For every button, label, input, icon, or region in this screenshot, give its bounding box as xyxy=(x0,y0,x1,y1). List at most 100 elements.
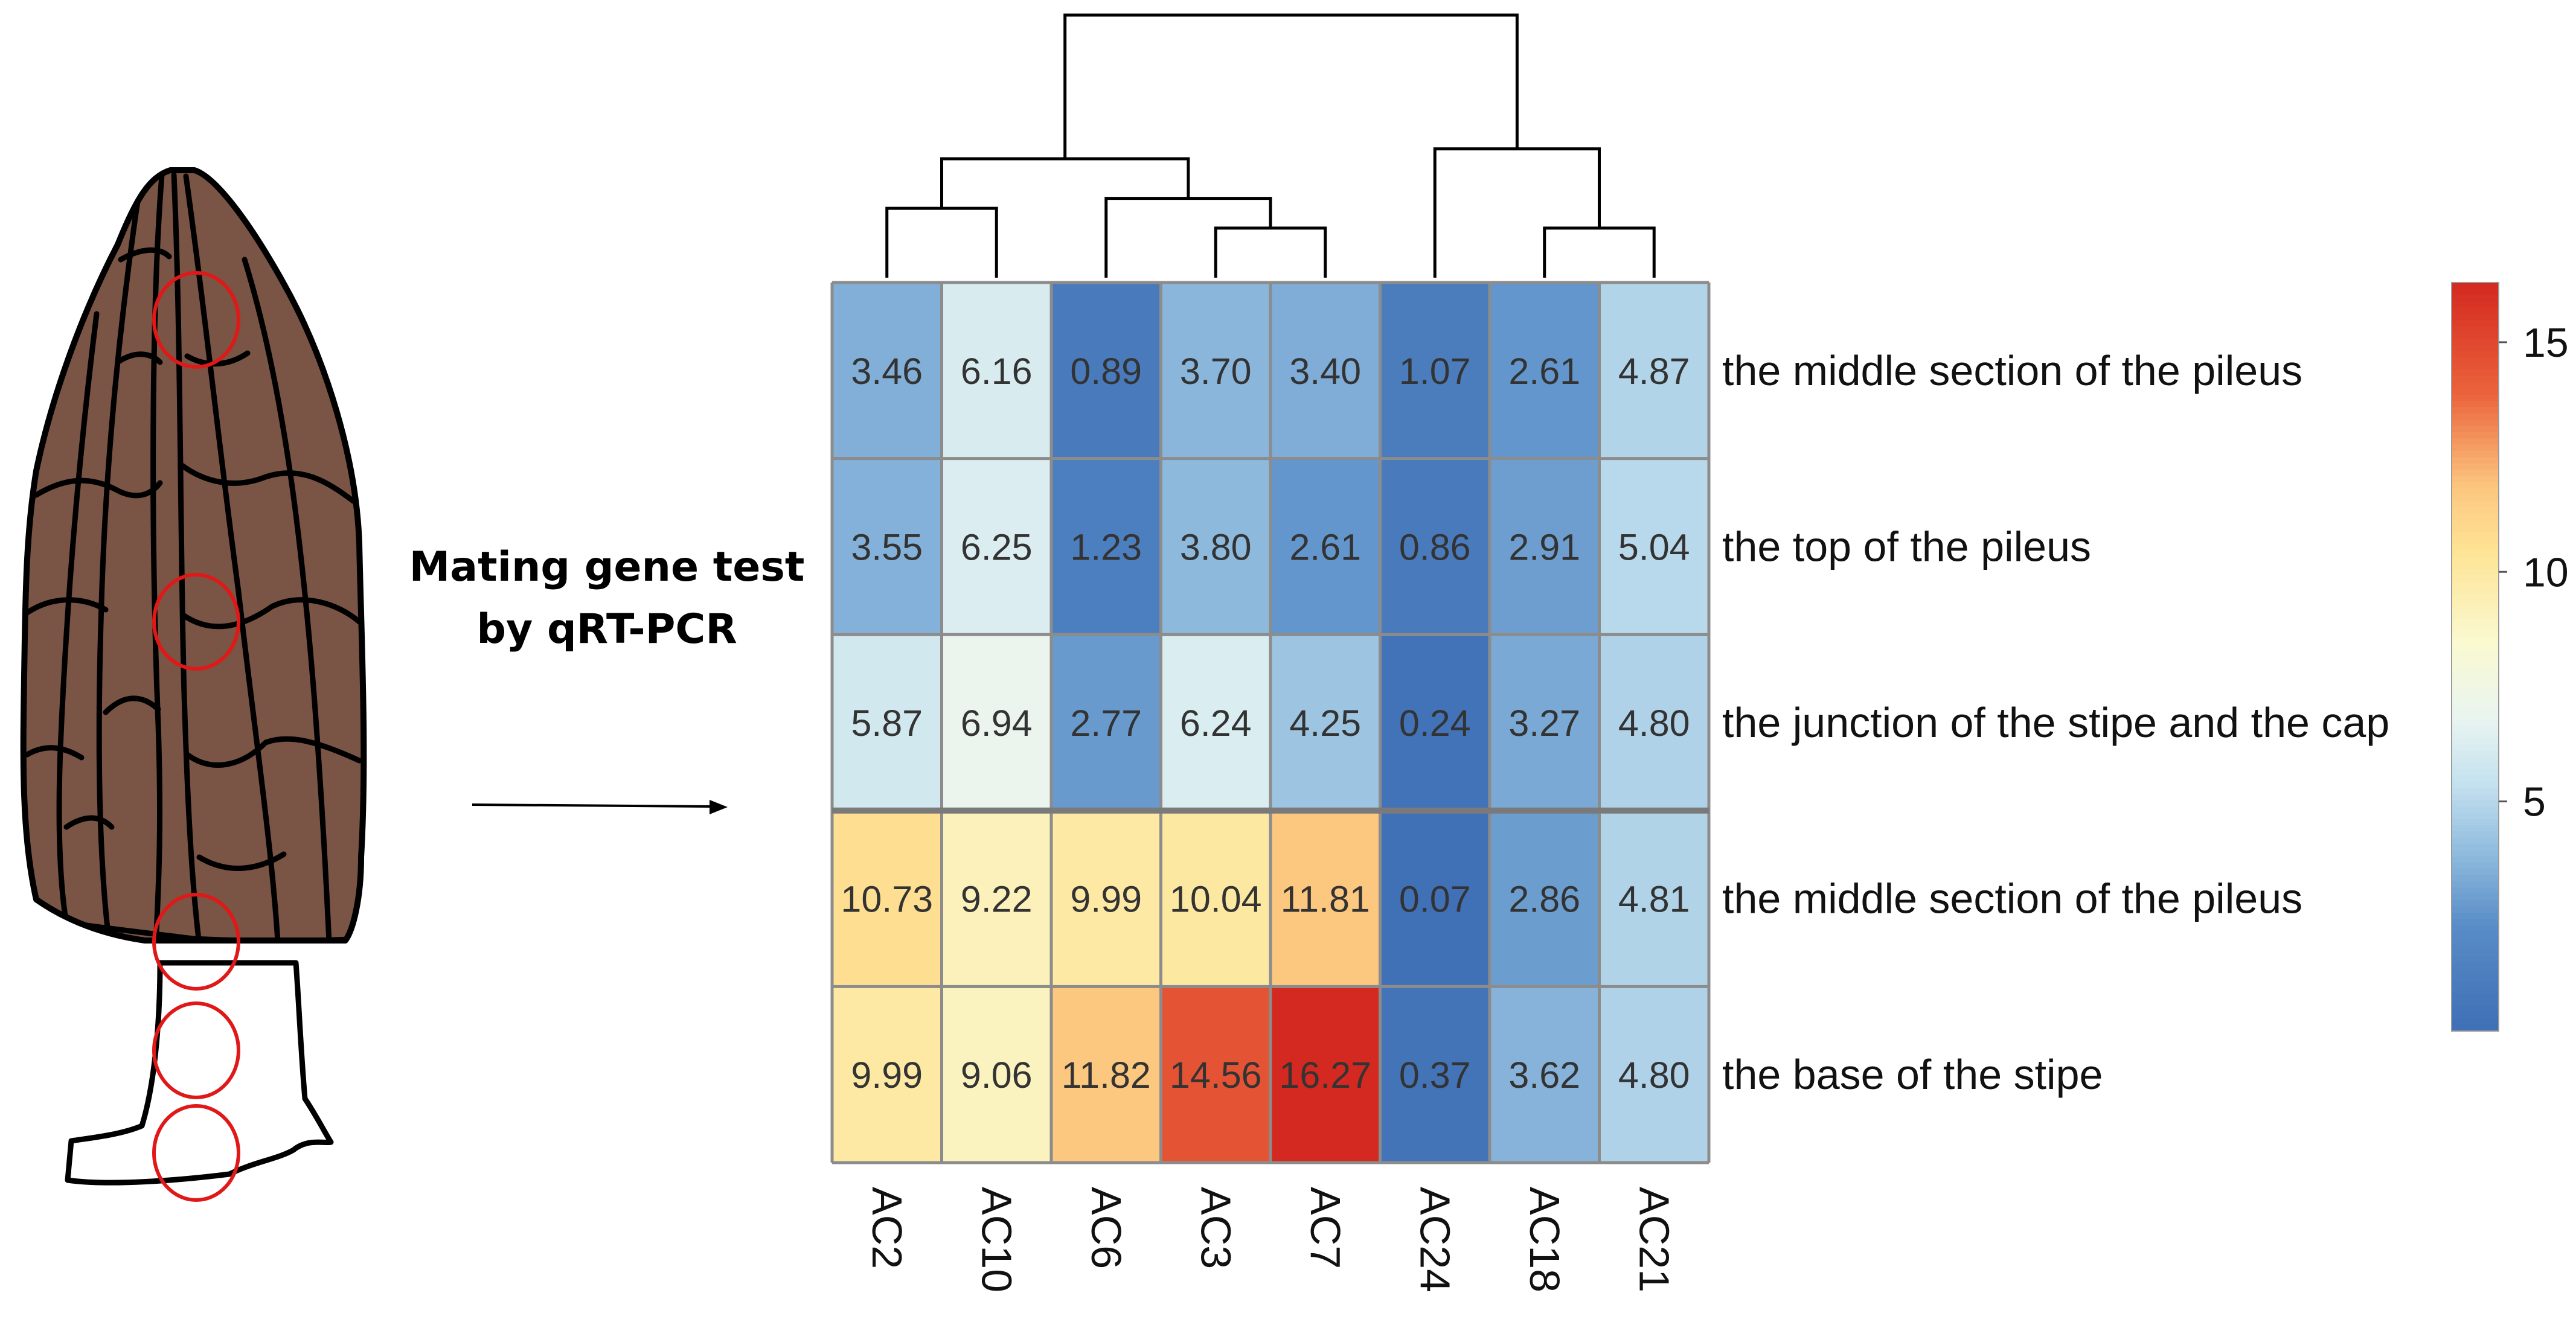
heatmap-cell-r4-ac21 xyxy=(1599,810,1709,987)
heatmap-cell-r3-ac10 xyxy=(941,634,1051,811)
heatmap-cell-r1-ac7 xyxy=(1270,283,1380,459)
cell-value-r3-ac3: 6.24 xyxy=(1180,703,1252,744)
colorbar-swatch-49 xyxy=(2452,582,2499,589)
cell-value-r1-ac3: 3.70 xyxy=(1180,351,1252,392)
row-label-2: the top of the pileus xyxy=(1722,523,2091,570)
colorbar-swatch-15 xyxy=(2452,369,2499,377)
colorbar-swatch-44 xyxy=(2452,551,2499,558)
colorbar-swatch-91 xyxy=(2452,844,2499,851)
heatmap-cell-r5-ac24 xyxy=(1380,986,1490,1163)
cell-value-r4-ac7: 11.81 xyxy=(1281,879,1370,920)
colorbar-tick-label-1: 5 xyxy=(2523,779,2546,825)
dendrogram-branch-5 xyxy=(940,157,1190,209)
cell-value-r5-ac10: 9.06 xyxy=(961,1055,1033,1096)
colorbar-swatch-99 xyxy=(2452,893,2499,901)
heatmap-cell-r3-ac3 xyxy=(1161,634,1270,811)
heatmap-cell-r1-ac2 xyxy=(832,283,942,459)
colorbar-swatch-42 xyxy=(2452,538,2499,545)
colorbar-swatch-25 xyxy=(2452,432,2499,439)
heatmap-cell-r4-ac24 xyxy=(1380,810,1490,987)
heatmap-cell-r1-ac3 xyxy=(1161,283,1270,459)
heatmap-cell-r3-ac2 xyxy=(832,634,942,811)
colorbar-swatch-52 xyxy=(2452,601,2499,608)
heatmap-row-labels: the middle section of the pileus the top … xyxy=(1722,347,2389,1098)
colorbar-swatch-107 xyxy=(2452,944,2499,951)
colorbar-swatch-103 xyxy=(2452,919,2499,926)
colorbar-swatch-18 xyxy=(2452,388,2499,395)
colorbar-swatch-11 xyxy=(2452,345,2499,352)
colorbar-swatch-35 xyxy=(2452,494,2499,502)
colorbar-swatch-32 xyxy=(2452,476,2499,483)
colorbar-swatch-31 xyxy=(2452,470,2499,477)
column-label-ac10: AC10 xyxy=(973,1187,1020,1292)
colorbar-swatch-111 xyxy=(2452,968,2499,976)
row-label-1: the middle section of the pileus xyxy=(1722,347,2302,394)
cell-value-r4-ac21: 4.81 xyxy=(1618,879,1690,920)
colorbar-swatch-61 xyxy=(2452,657,2499,664)
colorbar-swatch-33 xyxy=(2452,482,2499,489)
cell-value-r4-ac6: 9.99 xyxy=(1070,879,1142,920)
colorbar-swatch-95 xyxy=(2452,869,2499,876)
colorbar-swatch-27 xyxy=(2452,444,2499,452)
colorbar-swatch-48 xyxy=(2452,575,2499,583)
colorbar-swatch-84 xyxy=(2452,800,2499,807)
colorbar-swatch-120 xyxy=(2452,1024,2499,1032)
cell-value-r2-ac10: 6.25 xyxy=(961,526,1033,567)
colorbar-swatch-16 xyxy=(2452,376,2499,383)
arrow-shaft xyxy=(472,803,713,808)
colorbar-swatch-65 xyxy=(2452,682,2499,689)
colorbar-swatch-112 xyxy=(2452,975,2499,982)
colorbar-swatch-119 xyxy=(2452,1018,2499,1026)
heatmap-cell-r4-ac18 xyxy=(1490,810,1600,987)
colorbar-swatch-88 xyxy=(2452,825,2499,832)
colorbar-swatch-62 xyxy=(2452,663,2499,670)
colorbar-swatch-94 xyxy=(2452,863,2499,870)
cell-value-r2-ac2: 3.55 xyxy=(851,526,923,567)
heatmap-cell-r5-ac7 xyxy=(1270,986,1380,1163)
colorbar-swatch-114 xyxy=(2452,987,2499,994)
heatmap-cell-r4-ac6 xyxy=(1051,810,1161,987)
heatmap-cell-r3-ac21 xyxy=(1599,634,1709,811)
colorbar-swatch-29 xyxy=(2452,457,2499,464)
colorbar-swatch-60 xyxy=(2452,650,2499,657)
sample-circle-4 xyxy=(152,1001,240,1099)
colorbar-swatch-86 xyxy=(2452,813,2499,820)
colorbar-swatch-57 xyxy=(2452,631,2499,639)
cell-value-r3-ac10: 6.94 xyxy=(961,703,1033,744)
colorbar-swatch-54 xyxy=(2452,613,2499,620)
colorbar-swatch-106 xyxy=(2452,937,2499,945)
colorbar-swatch-13 xyxy=(2452,357,2499,365)
colorbar-swatch-9 xyxy=(2452,332,2499,339)
heatmap-cell-r2-ac7 xyxy=(1270,458,1380,635)
colorbar-swatch-102 xyxy=(2452,912,2499,919)
colorbar-swatch-30 xyxy=(2452,463,2499,470)
colorbar-swatch-34 xyxy=(2452,488,2499,496)
cell-value-r4-ac18: 2.86 xyxy=(1508,879,1580,920)
colorbar-swatch-89 xyxy=(2452,831,2499,838)
colorbar-swatch-21 xyxy=(2452,407,2499,414)
colorbar-swatch-76 xyxy=(2452,750,2499,758)
cell-value-r1-ac24: 1.07 xyxy=(1399,351,1471,392)
cell-value-r5-ac2: 9.99 xyxy=(851,1055,923,1096)
sample-circle-1 xyxy=(152,271,240,369)
colorbar-swatch-81 xyxy=(2452,781,2499,788)
cell-value-r5-ac6: 11.82 xyxy=(1062,1055,1151,1096)
arrow-head xyxy=(710,800,728,814)
column-label-ac18: AC18 xyxy=(1521,1187,1568,1292)
colorbar-swatch-37 xyxy=(2452,507,2499,514)
heatmap-cell-r3-ac7 xyxy=(1270,634,1380,811)
colorbar-swatch-6 xyxy=(2452,313,2499,321)
heatmap-cell-r2-ac3 xyxy=(1161,458,1270,635)
heatmap-cell-r4-ac2 xyxy=(832,810,942,987)
cell-value-r3-ac2: 5.87 xyxy=(851,703,923,744)
colorbar-swatch-1 xyxy=(2452,283,2499,290)
cell-value-r2-ac6: 1.23 xyxy=(1070,526,1142,567)
colorbar-swatch-92 xyxy=(2452,850,2499,857)
heatmap-cell-r4-ac7 xyxy=(1270,810,1380,987)
cell-value-r5-ac18: 3.62 xyxy=(1508,1055,1580,1096)
column-label-ac7: AC7 xyxy=(1302,1187,1349,1269)
cell-value-r1-ac21: 4.87 xyxy=(1618,351,1690,392)
heatmap-cell-r1-ac18 xyxy=(1490,283,1600,459)
cell-value-r1-ac2: 3.46 xyxy=(851,351,923,392)
